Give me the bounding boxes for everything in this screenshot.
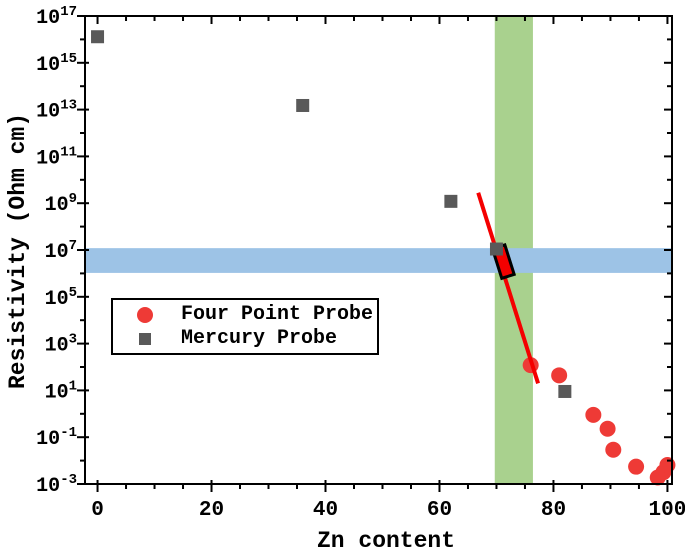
x-tick-label: 0 — [91, 499, 104, 522]
series-mercury-probe — [91, 30, 572, 398]
fit-line — [476, 192, 540, 384]
x-tick-label: 60 — [427, 499, 452, 522]
legend-item-mercury-probe: Mercury Probe — [137, 327, 377, 350]
square-marker-icon — [137, 332, 153, 345]
y-tick-label: 10-1 — [36, 425, 77, 451]
data-point — [599, 420, 616, 437]
data-point — [296, 98, 310, 112]
series-four-point-probe — [522, 357, 676, 486]
x-axis-label: Zn content — [316, 528, 456, 553]
legend-label: Four Point Probe — [181, 302, 374, 326]
x-tick-label: 40 — [313, 499, 338, 522]
circle-marker-icon — [137, 306, 153, 323]
y-axis-label: Resistivity (Ohm cm) — [5, 112, 31, 390]
data-point — [91, 30, 105, 44]
y-tick-label: 1013 — [36, 98, 77, 124]
y-tick-label: 105 — [45, 285, 77, 311]
data-point — [628, 458, 645, 475]
y-tick-label: 103 — [45, 332, 77, 358]
x-tick-label: 20 — [199, 499, 224, 522]
blue-horizontal-band — [85, 248, 672, 273]
fit-line-layer — [476, 192, 540, 384]
legend: Four Point Probe Mercury Probe — [111, 298, 379, 355]
data-point — [558, 384, 572, 398]
y-tick-label: 107 — [45, 238, 77, 264]
y-tick-label: 101 — [45, 378, 77, 404]
data-point — [489, 242, 503, 256]
data-point — [444, 194, 458, 208]
data-point — [585, 406, 602, 423]
y-tick-label: 1011 — [36, 144, 77, 170]
axes: 0 20 40 60 80 100 1017 1015 1013 1011 109 107 105 103… — [36, 4, 685, 522]
legend-item-four-point-probe: Four Point Probe — [137, 303, 377, 326]
y-tick-label: 10-3 — [36, 472, 77, 498]
y-tick-label: 1015 — [36, 51, 77, 77]
y-tick-label: 109 — [45, 191, 77, 217]
data-point — [605, 441, 622, 458]
y-tick-label: 1017 — [36, 4, 77, 30]
x-tick-label: 80 — [541, 499, 566, 522]
legend-label: Mercury Probe — [181, 326, 338, 350]
data-point — [659, 456, 676, 473]
x-tick-label: 100 — [649, 499, 685, 522]
highlight-bands — [85, 16, 672, 484]
data-point — [551, 367, 568, 384]
